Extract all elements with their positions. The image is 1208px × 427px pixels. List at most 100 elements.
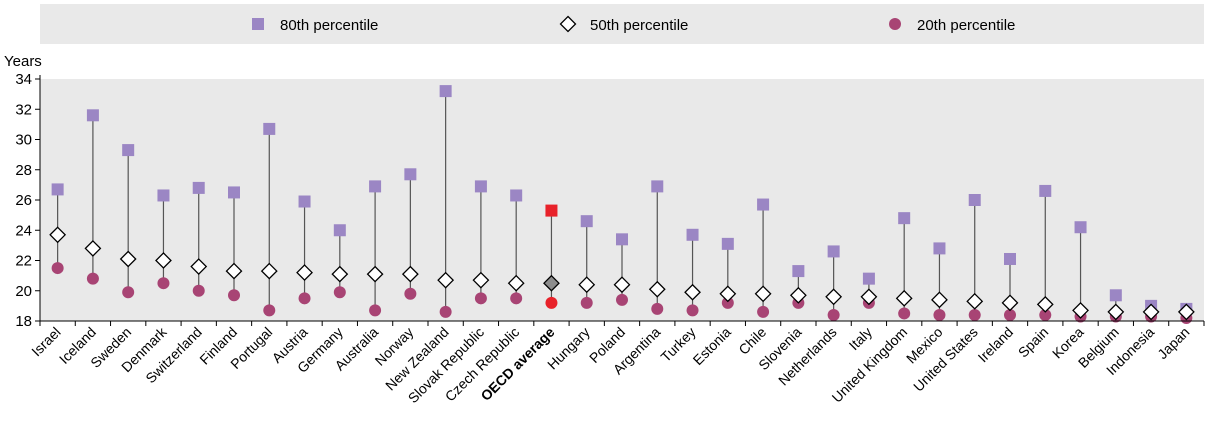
p20-point — [545, 296, 558, 309]
legend-label: 80th percentile — [280, 17, 378, 34]
p80-point — [404, 168, 417, 181]
p20-point — [721, 296, 734, 309]
p50-point — [401, 265, 419, 283]
p50-point — [1107, 303, 1125, 321]
p50-point — [931, 291, 948, 309]
p80-point — [510, 189, 523, 202]
p50-point — [754, 285, 772, 303]
x-axis: IsraelIcelandSwedenDenmarkSwitzerlandFin… — [28, 320, 1205, 406]
p20-point — [510, 292, 523, 305]
p20-point — [86, 272, 99, 285]
p50-point — [895, 289, 913, 307]
p50-point — [472, 271, 490, 289]
legend-label: 50th percentile — [590, 17, 688, 34]
p50-point — [331, 265, 349, 283]
p50-point — [437, 271, 455, 289]
x-tick-label: Japan — [1154, 324, 1192, 362]
p50-point — [613, 276, 631, 294]
p20-point — [686, 304, 699, 317]
p20-point — [580, 296, 593, 309]
legend-marker-diamond — [559, 15, 577, 33]
p80-point — [122, 144, 135, 157]
p80-point — [192, 181, 205, 194]
p80-point — [686, 228, 699, 241]
p50-point — [648, 280, 666, 298]
y-axis: 18 20 22 24 26 28 30 32 34 — [15, 71, 41, 330]
y-tick-label: 20 — [15, 283, 32, 300]
y-tick-label: 26 — [15, 192, 32, 209]
legend-marker-square — [252, 18, 264, 30]
p50-point — [190, 258, 208, 275]
y-tick-label: 18 — [15, 313, 32, 330]
p50-point — [578, 276, 596, 294]
p80-point — [580, 215, 593, 228]
p80-point — [474, 180, 487, 193]
p20-point — [651, 302, 664, 315]
p80-point — [862, 272, 875, 285]
y-tick-label: 30 — [15, 132, 32, 149]
p20-point — [333, 286, 346, 299]
p50-point — [1142, 303, 1160, 321]
p50-point — [543, 274, 560, 292]
x-tick-label: Italy — [846, 324, 875, 353]
y-tick-label: 24 — [15, 222, 32, 239]
p50-point — [684, 283, 701, 301]
p20-point — [263, 304, 276, 317]
p80-point — [616, 233, 628, 246]
y-axis-label: Years — [4, 53, 42, 70]
p80-point — [333, 224, 346, 237]
p80-point — [898, 212, 911, 225]
p80-point — [1004, 252, 1016, 265]
p50-point — [860, 288, 878, 306]
p50-point — [1036, 295, 1054, 313]
x-tick-label: Spain — [1015, 324, 1052, 361]
p80-point — [439, 85, 452, 98]
p20-point — [369, 304, 382, 317]
y-tick-label: 34 — [15, 71, 32, 88]
legend-label: 20th percentile — [917, 17, 1015, 34]
p50-point — [49, 226, 67, 244]
p80-point — [298, 195, 311, 208]
x-tick-label: Ireland — [975, 324, 1017, 366]
y-tick-label: 32 — [15, 101, 32, 118]
p80-point — [51, 183, 64, 196]
p20-point — [827, 308, 840, 321]
p20-point — [404, 287, 417, 300]
p20-point — [122, 286, 135, 299]
p80-point — [86, 109, 99, 122]
p50-point — [225, 262, 243, 280]
p80-point — [1039, 184, 1052, 197]
p80-point — [1109, 289, 1122, 302]
y-tick-label: 22 — [15, 253, 32, 270]
p20-point — [616, 293, 628, 306]
p50-point — [84, 239, 102, 257]
p20-point — [933, 308, 946, 321]
p20-point — [1004, 308, 1016, 321]
legend-background — [40, 4, 1204, 44]
p20-point — [298, 292, 311, 305]
p20-point — [439, 305, 452, 318]
legend-marker-circle — [889, 18, 901, 30]
p80-point — [827, 245, 840, 258]
p20-point — [474, 292, 487, 305]
p80-point — [157, 189, 170, 202]
p50-point — [507, 274, 525, 292]
p20-point — [228, 289, 240, 302]
p20-point — [968, 308, 981, 321]
p80-point — [757, 198, 770, 211]
p20-point — [898, 307, 911, 320]
p80-point — [968, 194, 981, 206]
p80-point — [369, 180, 382, 193]
p20-point — [1039, 308, 1052, 321]
p80-point — [792, 265, 805, 278]
p50-point — [155, 252, 172, 269]
p50-point — [966, 292, 984, 310]
p50-point — [260, 262, 278, 280]
p50-point — [719, 285, 737, 303]
p50-point — [1072, 301, 1089, 319]
legend: 80th percentile 50th percentile 20th perce… — [252, 15, 1015, 34]
p50-point — [1177, 303, 1195, 321]
p50-point — [296, 264, 313, 282]
p80-point — [263, 122, 276, 135]
